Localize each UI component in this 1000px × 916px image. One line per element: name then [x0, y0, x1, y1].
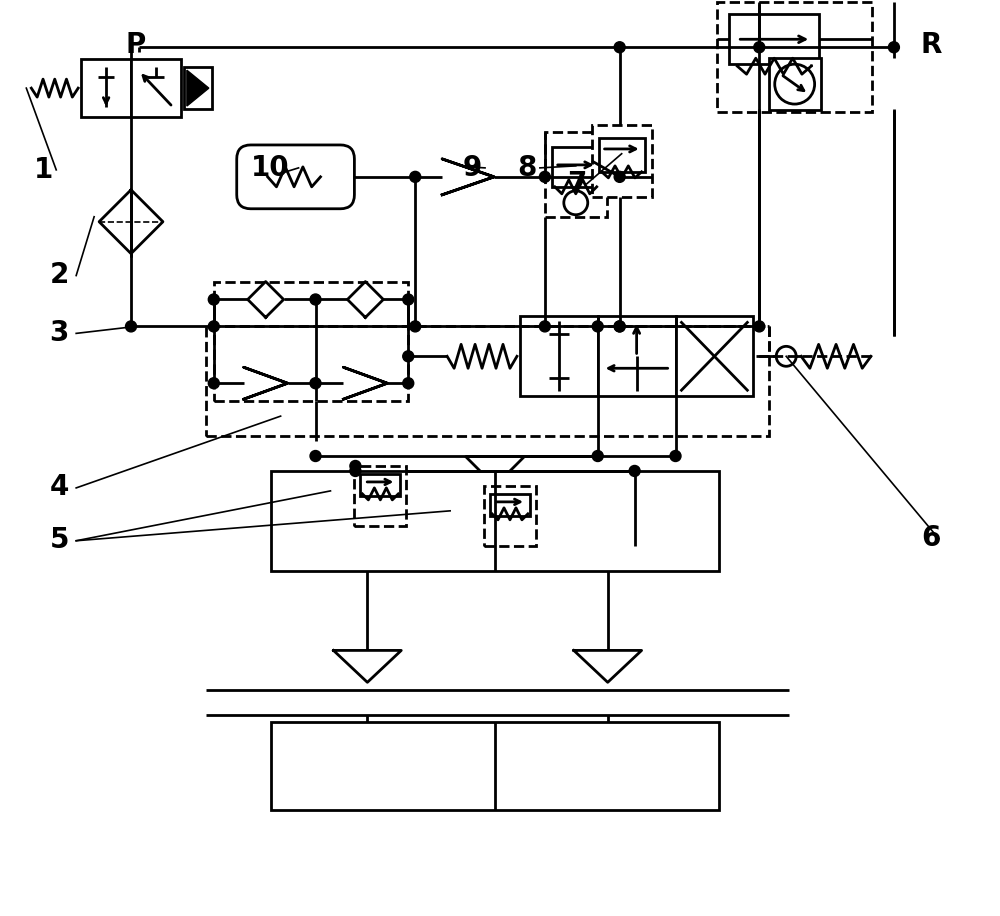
- Bar: [676, 316, 753, 397]
- Text: 4: 4: [50, 474, 69, 501]
- Circle shape: [310, 377, 321, 388]
- Circle shape: [208, 377, 219, 388]
- Circle shape: [403, 351, 414, 362]
- Circle shape: [614, 171, 625, 182]
- Circle shape: [208, 294, 219, 305]
- Text: R: R: [920, 31, 941, 60]
- Bar: [360, 474, 400, 496]
- Text: 8: 8: [517, 154, 537, 181]
- Circle shape: [208, 321, 219, 332]
- Text: 2: 2: [50, 261, 69, 289]
- Polygon shape: [187, 71, 209, 106]
- Circle shape: [614, 321, 625, 332]
- Circle shape: [670, 451, 681, 462]
- Bar: [520, 316, 598, 397]
- Bar: [592, 125, 652, 197]
- Text: 9: 9: [462, 154, 482, 181]
- Bar: [81, 60, 131, 117]
- Bar: [729, 15, 819, 64]
- Circle shape: [614, 42, 625, 53]
- Text: 5: 5: [49, 526, 69, 554]
- Bar: [545, 132, 607, 217]
- Circle shape: [888, 42, 899, 53]
- Circle shape: [310, 451, 321, 462]
- Circle shape: [539, 171, 550, 182]
- Bar: [769, 59, 821, 110]
- Bar: [598, 316, 676, 397]
- Bar: [214, 281, 408, 401]
- Circle shape: [126, 321, 137, 332]
- Circle shape: [350, 461, 361, 472]
- Circle shape: [592, 321, 603, 332]
- Text: 1: 1: [34, 157, 53, 184]
- Bar: [484, 485, 536, 546]
- Bar: [490, 494, 530, 516]
- Bar: [354, 466, 406, 526]
- Text: 3: 3: [50, 319, 69, 347]
- Circle shape: [754, 42, 765, 53]
- Circle shape: [592, 451, 603, 462]
- Bar: [131, 60, 181, 117]
- Text: P: P: [126, 31, 146, 60]
- Bar: [599, 138, 645, 172]
- Bar: [717, 3, 872, 112]
- Text: 10: 10: [251, 154, 290, 181]
- Bar: [271, 722, 719, 810]
- Circle shape: [539, 321, 550, 332]
- Circle shape: [410, 171, 421, 182]
- Bar: [206, 326, 769, 436]
- FancyBboxPatch shape: [237, 145, 354, 209]
- Text: 7: 7: [567, 170, 586, 198]
- Circle shape: [614, 321, 625, 332]
- Circle shape: [410, 321, 421, 332]
- Bar: [552, 147, 600, 187]
- Circle shape: [629, 465, 640, 476]
- Circle shape: [350, 465, 361, 476]
- Circle shape: [754, 321, 765, 332]
- Circle shape: [310, 294, 321, 305]
- Circle shape: [403, 294, 414, 305]
- Text: 6: 6: [921, 524, 940, 552]
- Circle shape: [403, 377, 414, 388]
- Bar: [184, 67, 212, 109]
- Bar: [271, 471, 719, 571]
